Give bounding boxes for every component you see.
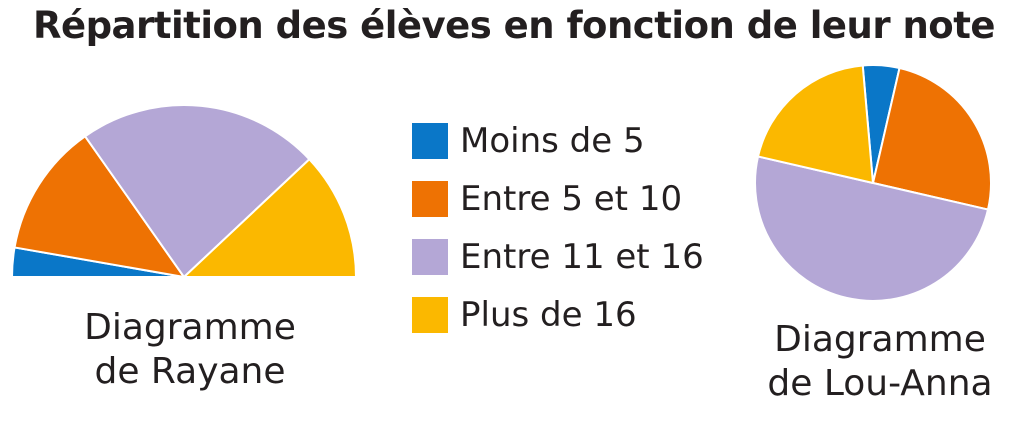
legend-swatch <box>412 123 448 159</box>
legend: Moins de 5 Entre 5 et 10 Entre 11 et 16 … <box>412 112 704 344</box>
pie-chart-louanna <box>753 64 993 302</box>
legend-item-entre-5-et-10: Entre 5 et 10 <box>412 170 704 228</box>
caption-line: de Rayane <box>94 351 286 392</box>
legend-item-entre-11-et-16: Entre 11 et 16 <box>412 228 704 286</box>
caption-lou-anna: Diagramme de Lou-Anna <box>740 318 1020 406</box>
pie-chart-rayane <box>11 104 357 278</box>
legend-swatch <box>412 297 448 333</box>
legend-swatch <box>412 181 448 217</box>
rayane-slice-entre-5-et-10 <box>13 135 185 278</box>
legend-label: Moins de 5 <box>460 121 645 161</box>
lou-anna-slice-plus-de-16 <box>757 64 874 184</box>
caption-line: de Lou-Anna <box>767 363 993 404</box>
caption-line: Diagramme <box>84 307 296 348</box>
rayane-slice-plus-de-16 <box>183 158 357 278</box>
lou-anna-slice-entre-5-et-10 <box>872 67 993 211</box>
legend-item-moins-de-5: Moins de 5 <box>412 112 704 170</box>
legend-label: Entre 11 et 16 <box>460 237 704 277</box>
chart-title: Répartition des élèves en fonction de le… <box>32 4 996 47</box>
caption-rayane: Diagramme de Rayane <box>40 306 340 394</box>
lou-anna-slice-entre-11-et-16 <box>753 155 989 302</box>
caption-line: Diagramme <box>774 319 986 360</box>
legend-item-plus-de-16: Plus de 16 <box>412 286 704 344</box>
legend-label: Plus de 16 <box>460 295 637 335</box>
legend-swatch <box>412 239 448 275</box>
legend-label: Entre 5 et 10 <box>460 179 683 219</box>
rayane-slice-entre-11-et-16 <box>84 104 311 278</box>
